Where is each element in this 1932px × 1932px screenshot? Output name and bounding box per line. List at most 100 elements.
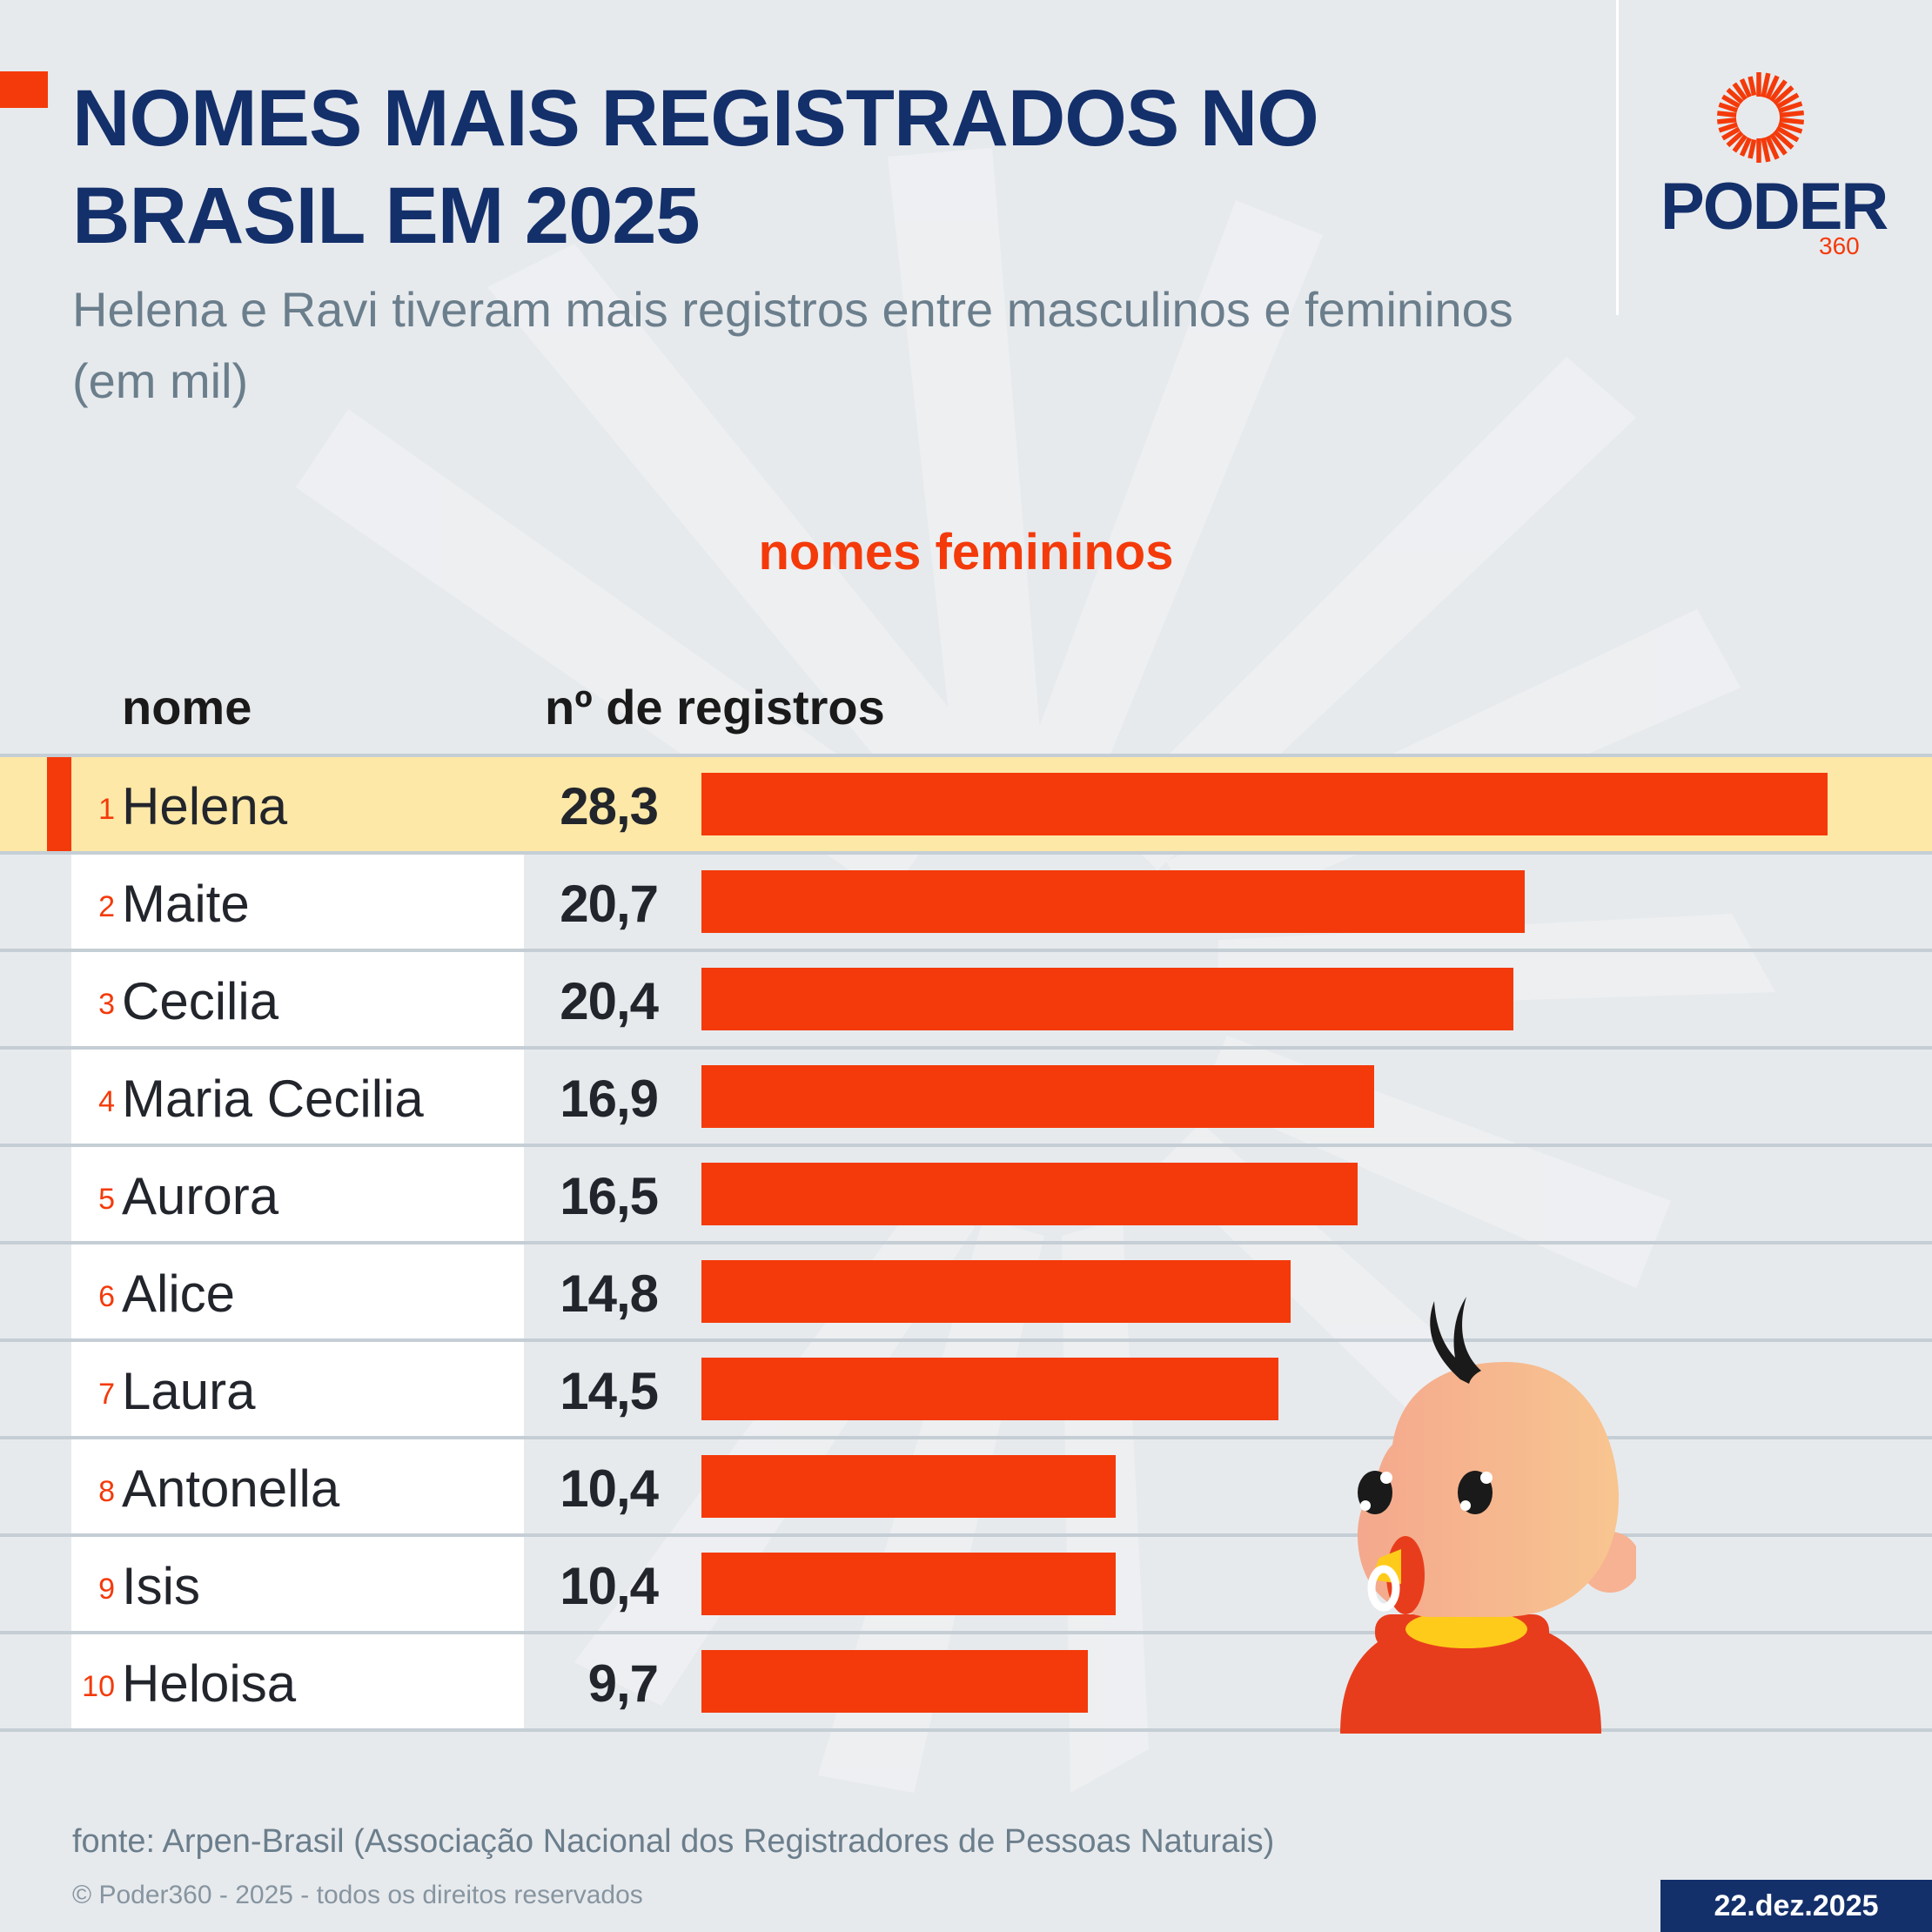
name-label: Alice bbox=[122, 1265, 236, 1323]
bar bbox=[701, 968, 1513, 1030]
name-cell bbox=[71, 1050, 524, 1144]
sun-ray bbox=[1777, 101, 1803, 114]
rank-number: 8 bbox=[98, 1475, 115, 1508]
sun-ray bbox=[1768, 79, 1788, 103]
value-label: 20,7 bbox=[560, 875, 659, 933]
name-label: Helena bbox=[122, 777, 288, 835]
rank-number: 1 bbox=[98, 793, 115, 826]
sun-ray bbox=[1732, 82, 1748, 101]
bar bbox=[701, 1260, 1291, 1323]
table-row: 1 Helena 28,3 bbox=[0, 757, 1932, 855]
name-cell bbox=[71, 952, 524, 1046]
copyright-note: © Poder360 - 2025 - todos os direitos re… bbox=[72, 1881, 643, 1909]
sun-ray bbox=[1779, 110, 1805, 118]
table-row: 8 Antonella 10,4 bbox=[0, 1439, 1932, 1537]
sun-ray bbox=[1732, 134, 1748, 153]
sun-ray bbox=[1748, 76, 1757, 97]
name-cell bbox=[71, 1537, 524, 1631]
table-row: 3 Cecilia 20,4 bbox=[0, 952, 1932, 1050]
title-accent-mark bbox=[0, 71, 48, 108]
header-divider bbox=[1616, 0, 1619, 315]
table-top-border bbox=[0, 754, 1932, 757]
name-cell bbox=[71, 1342, 524, 1436]
value-label: 14,8 bbox=[560, 1265, 659, 1323]
sun-ray bbox=[1748, 138, 1757, 159]
sun-ray bbox=[1721, 94, 1741, 109]
rank-number: 3 bbox=[98, 988, 115, 1021]
table-row: 6 Alice 14,8 bbox=[0, 1244, 1932, 1342]
value-label: 14,5 bbox=[560, 1362, 659, 1420]
bar bbox=[701, 1163, 1358, 1225]
logo-wordmark: PODER bbox=[1660, 170, 1888, 244]
sun-ray bbox=[1716, 117, 1737, 124]
rank-number: 9 bbox=[98, 1573, 115, 1606]
table-row: 10 Heloisa 9,7 bbox=[0, 1634, 1932, 1732]
sun-ray bbox=[1761, 137, 1771, 163]
sun-ray bbox=[1768, 132, 1788, 156]
poder360-logo: PODER 360 bbox=[1654, 70, 1888, 270]
name-cell bbox=[71, 1147, 524, 1241]
sun-ray bbox=[1765, 75, 1780, 100]
column-header-name: nome bbox=[122, 680, 252, 735]
sun-ray bbox=[1739, 78, 1752, 98]
bar bbox=[701, 870, 1526, 933]
value-label: 10,4 bbox=[560, 1557, 659, 1615]
rank-number: 7 bbox=[98, 1378, 115, 1411]
table-row: 9 Isis 10,4 bbox=[0, 1537, 1932, 1634]
sun-ray bbox=[1779, 117, 1805, 125]
source-note: fonte: Arpen-Brasil (Associação Nacional… bbox=[72, 1823, 1275, 1860]
name-cell bbox=[71, 1244, 524, 1338]
sun-ray bbox=[1726, 131, 1744, 148]
value-label: 9,7 bbox=[587, 1654, 659, 1713]
name-label: Isis bbox=[122, 1557, 200, 1615]
eye-highlight bbox=[1380, 1472, 1392, 1484]
name-label: Laura bbox=[122, 1362, 256, 1420]
sun-ray bbox=[1775, 92, 1800, 110]
name-label: Cecilia bbox=[122, 972, 279, 1030]
sun-ray bbox=[1716, 111, 1737, 118]
bar bbox=[701, 1650, 1088, 1713]
highlight-marker bbox=[47, 757, 71, 851]
section-label-text: nomes femininos bbox=[758, 524, 1174, 580]
page-subtitle: Helena e Ravi tiveram mais registros ent… bbox=[72, 282, 1513, 408]
sun-ray bbox=[1726, 87, 1744, 104]
bar bbox=[701, 1553, 1116, 1615]
baby-illustration bbox=[1340, 1297, 1636, 1734]
sun-ray bbox=[1718, 102, 1739, 113]
sun-rays-icon bbox=[1716, 72, 1805, 163]
sun-ray bbox=[1739, 137, 1752, 157]
name-cell bbox=[71, 855, 524, 949]
sun-ray bbox=[1772, 85, 1794, 105]
sun-ray bbox=[1772, 130, 1794, 150]
eye-highlight bbox=[1480, 1472, 1493, 1484]
value-label: 28,3 bbox=[560, 777, 659, 835]
page-title: NOMES MAIS REGISTRADOS NO BRASIL EM 2025 bbox=[72, 74, 1319, 260]
bar bbox=[701, 1358, 1278, 1420]
date-badge: 22.dez.2025 bbox=[1660, 1880, 1932, 1932]
sun-ray bbox=[1761, 72, 1771, 98]
baby-collar bbox=[1405, 1610, 1527, 1648]
ranking-table: 1 Helena 28,3 2 Maite 20,7 3 Cecilia 20,4 4 Maria … bbox=[0, 757, 1932, 1732]
table-row: 7 Laura 14,5 bbox=[0, 1342, 1932, 1439]
sun-ray bbox=[1777, 121, 1803, 134]
sun-ray bbox=[1775, 125, 1800, 143]
name-label: Heloisa bbox=[122, 1654, 297, 1713]
rank-number: 4 bbox=[98, 1085, 115, 1118]
eye-highlight bbox=[1460, 1500, 1471, 1511]
rank-number: 2 bbox=[98, 890, 115, 923]
value-label: 16,5 bbox=[560, 1167, 659, 1225]
value-label: 10,4 bbox=[560, 1459, 659, 1518]
rank-number: 6 bbox=[98, 1280, 115, 1313]
rank-number: 10 bbox=[82, 1670, 115, 1703]
name-label: Maria Cecilia bbox=[122, 1070, 424, 1128]
bar bbox=[701, 1065, 1374, 1128]
sun-ray bbox=[1718, 122, 1739, 133]
eye-highlight bbox=[1360, 1500, 1371, 1511]
bar bbox=[701, 773, 1828, 835]
table-row: 2 Maite 20,7 bbox=[0, 855, 1932, 952]
table-row: 5 Aurora 16,5 bbox=[0, 1147, 1932, 1244]
section-label: nomes femininos bbox=[0, 522, 1932, 583]
logo-number: 360 bbox=[1819, 232, 1860, 259]
rank-number: 5 bbox=[98, 1183, 115, 1216]
name-cell bbox=[71, 1634, 524, 1728]
